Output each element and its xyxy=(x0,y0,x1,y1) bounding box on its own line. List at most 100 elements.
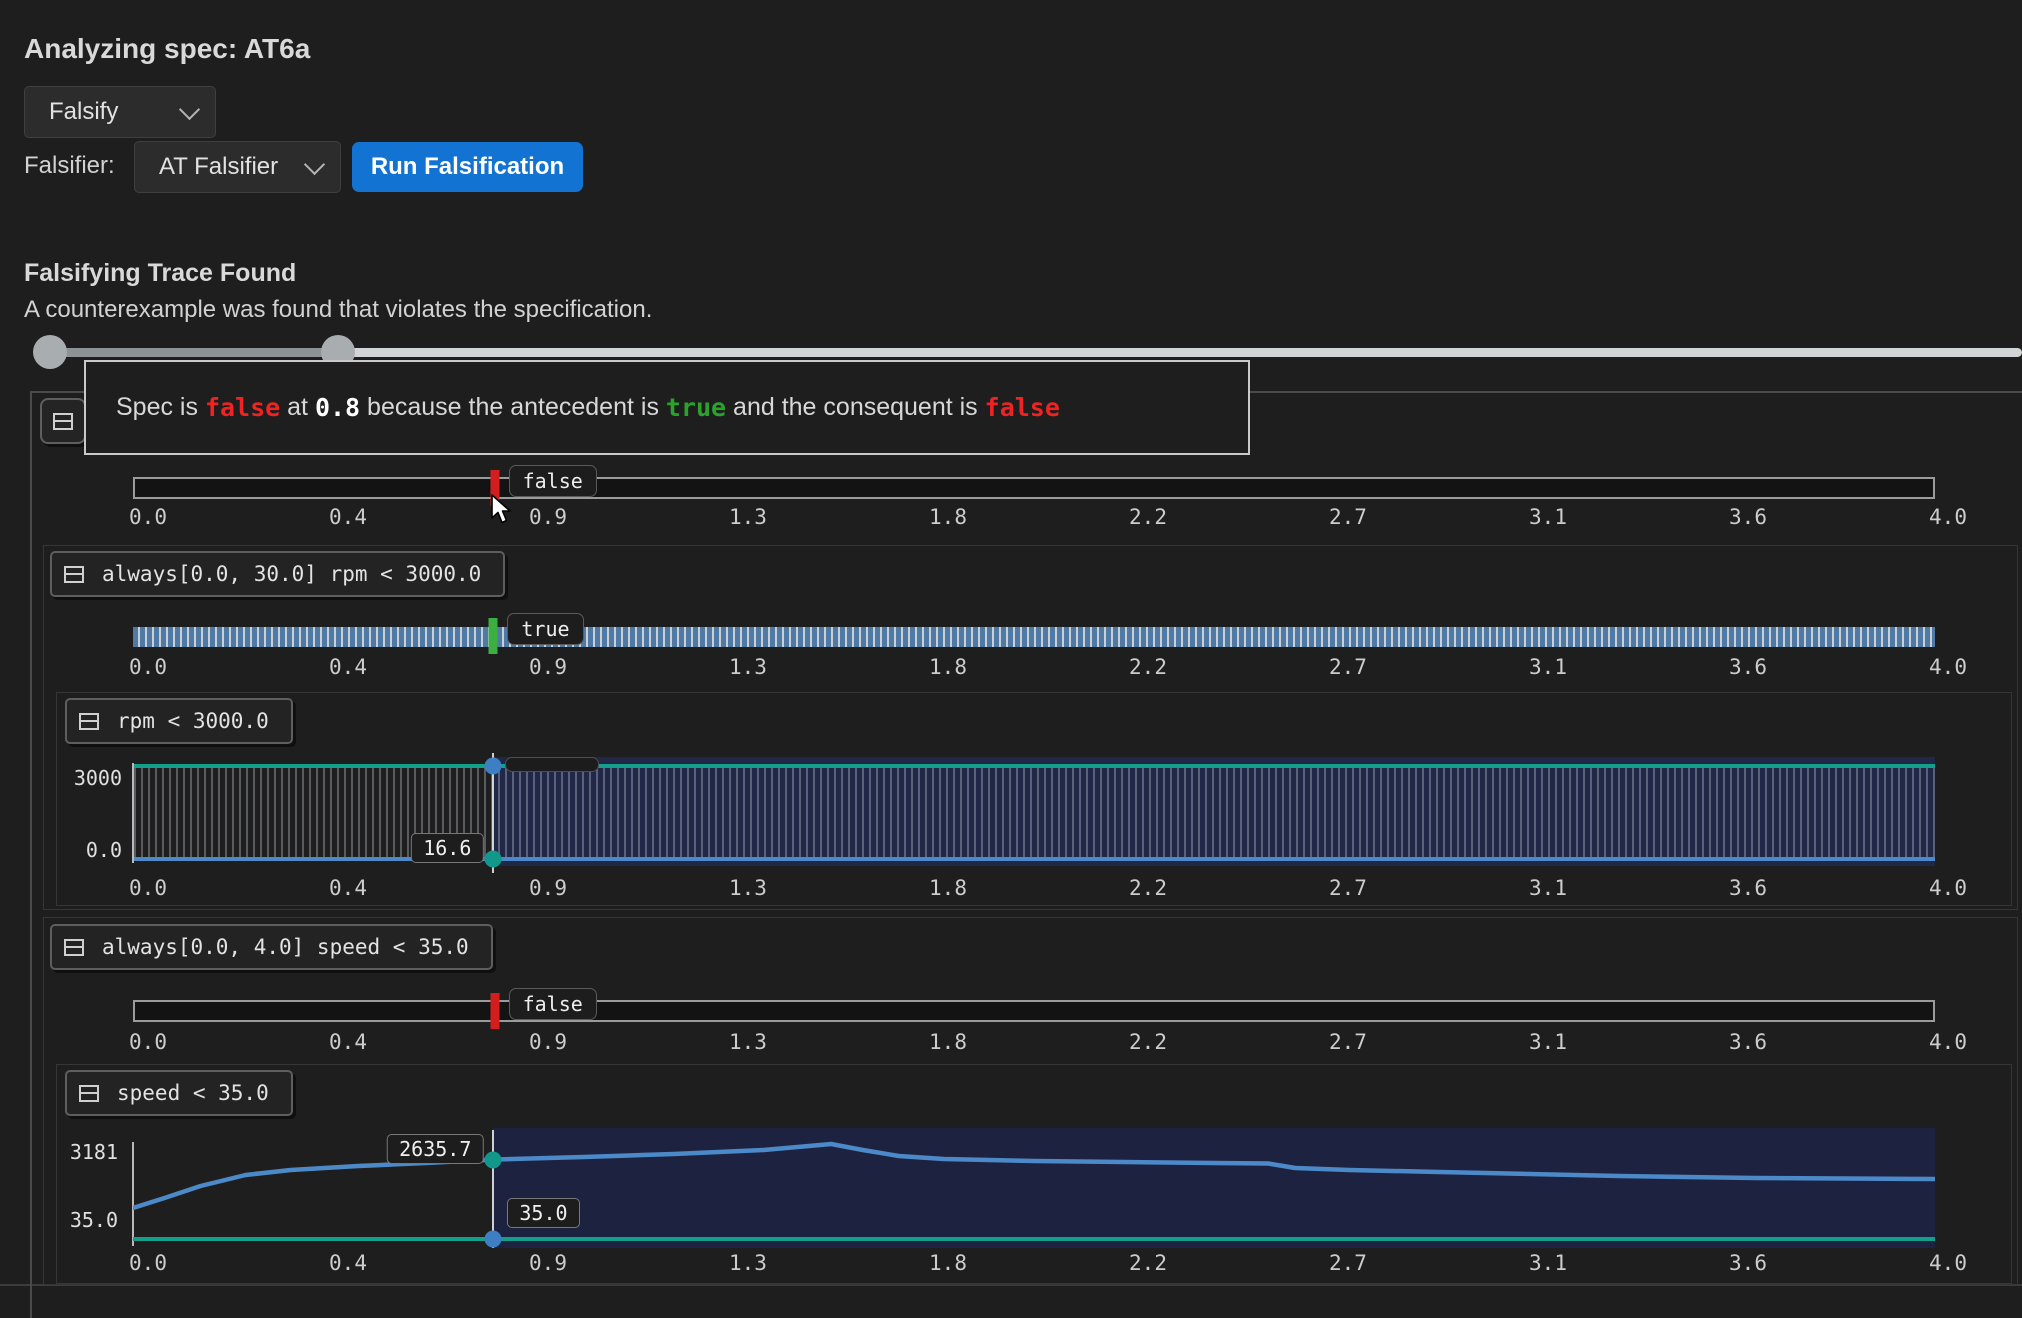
collapse-minus-icon xyxy=(64,938,84,956)
axis-tick-label: 3.6 xyxy=(1729,1030,1767,1054)
axis-tick-label: 3.6 xyxy=(1729,876,1767,900)
verdict-marker-label: false xyxy=(508,988,597,1020)
verdict-marker-false[interactable] xyxy=(490,470,500,506)
chevron-down-icon xyxy=(178,98,201,120)
falsifier-select-value: AT Falsifier xyxy=(159,153,279,180)
axis-tick-label: 1.3 xyxy=(729,505,767,529)
time-axis: 0.0 0.4 0.9 1.3 1.8 2.2 2.7 3.1 3.6 4.0 xyxy=(129,655,1967,681)
speed-y-axis xyxy=(132,1142,134,1246)
axis-tick-label: 0.4 xyxy=(329,505,367,529)
axis-tick-label: 0.9 xyxy=(529,1251,567,1275)
falsifier-select[interactable]: AT Falsifier xyxy=(134,141,341,193)
spec-verdict-timeline[interactable]: false xyxy=(133,465,1935,506)
always-speed-panel-header[interactable]: always[0.0, 4.0] speed < 35.0 xyxy=(50,924,493,970)
always-rpm-verdict-timeline[interactable]: true xyxy=(133,613,1935,654)
rpm-signal-line xyxy=(133,857,1935,861)
time-cursor-line[interactable] xyxy=(492,753,495,873)
axis-tick-label: 2.2 xyxy=(1129,1030,1167,1054)
rpm-y-axis-min-label: 0.0 xyxy=(85,838,122,862)
axis-tick-label: 0.9 xyxy=(529,876,567,900)
time-axis: 0.0 0.4 0.9 1.3 1.8 2.2 2.7 3.1 3.6 4.0 xyxy=(129,876,1967,902)
axis-tick-label: 0.9 xyxy=(529,655,567,679)
axis-tick-label: 0.9 xyxy=(529,1030,567,1054)
speed-panel-header[interactable]: speed < 35.0 xyxy=(65,1070,293,1116)
collapse-minus-icon xyxy=(79,712,99,730)
axis-tick-label: 1.8 xyxy=(929,1251,967,1275)
axis-tick-label: 0.0 xyxy=(129,1251,167,1275)
always-rpm-panel-header[interactable]: always[0.0, 30.0] rpm < 3000.0 xyxy=(50,551,506,597)
rpm-panel-header[interactable]: rpm < 3000.0 xyxy=(65,698,293,744)
axis-tick-label: 0.4 xyxy=(329,655,367,679)
selected-window-region xyxy=(493,757,1935,866)
axis-tick-label: 0.0 xyxy=(129,505,167,529)
rpm-signal-chart[interactable]: 16.6 xyxy=(132,753,1935,873)
speed-cursor-value: 2635.7 xyxy=(387,1134,484,1164)
clipped-value-tooltip xyxy=(505,757,600,772)
result-description: A counterexample was found that violates… xyxy=(24,296,653,323)
axis-tick-label: 2.7 xyxy=(1329,655,1367,679)
axis-tick-label: 4.0 xyxy=(1929,655,1967,679)
result-heading: Falsifying Trace Found xyxy=(24,258,297,287)
verdict-marker-true[interactable] xyxy=(488,618,498,654)
time-axis: 0.0 0.4 0.9 1.3 1.8 2.2 2.7 3.1 3.6 4.0 xyxy=(129,505,1967,531)
speed-y-axis-min-label: 35.0 xyxy=(69,1208,118,1232)
analysis-mode-value: Falsify xyxy=(49,98,119,125)
time-range-slider-track[interactable] xyxy=(40,348,2022,357)
collapse-minus-icon xyxy=(53,412,73,430)
explanation-text: Spec is xyxy=(116,393,205,421)
falsifier-label: Falsifier: xyxy=(24,152,115,179)
collapse-minus-icon xyxy=(79,1084,99,1102)
axis-tick-label: 4.0 xyxy=(1929,505,1967,529)
mouse-cursor-icon xyxy=(491,494,511,524)
axis-tick-label: 2.7 xyxy=(1329,1030,1367,1054)
always-speed-formula: always[0.0, 4.0] speed < 35.0 xyxy=(102,935,469,959)
time-cursor-line[interactable] xyxy=(492,1130,495,1248)
slider-handle-left[interactable] xyxy=(33,335,67,369)
explanation-true-keyword: true xyxy=(665,393,727,422)
satisfied-region-hatch xyxy=(134,766,1935,858)
axis-tick-label: 1.8 xyxy=(929,1030,967,1054)
rpm-cursor-value: 16.6 xyxy=(411,833,484,863)
axis-tick-label: 2.2 xyxy=(1129,876,1167,900)
axis-tick-label: 3.1 xyxy=(1529,655,1567,679)
axis-tick-label: 2.7 xyxy=(1329,505,1367,529)
explanation-false-keyword: false xyxy=(204,393,281,422)
axis-tick-label: 3.1 xyxy=(1529,876,1567,900)
axis-tick-label: 4.0 xyxy=(1929,1251,1967,1275)
rpm-y-axis xyxy=(132,763,134,863)
axis-tick-label: 0.0 xyxy=(129,655,167,679)
axis-tick-label: 2.7 xyxy=(1329,876,1367,900)
axis-tick-label: 1.3 xyxy=(729,1030,767,1054)
speed-threshold-value: 35.0 xyxy=(507,1198,580,1228)
speed-signal-chart[interactable]: 2635.7 35.0 xyxy=(132,1128,1935,1248)
axis-tick-label: 2.2 xyxy=(1129,505,1167,529)
axis-tick-label: 4.0 xyxy=(1929,1030,1967,1054)
axis-tick-label: 3.1 xyxy=(1529,1030,1567,1054)
spec-panel-collapse-button[interactable] xyxy=(40,398,86,444)
rpm-threshold-line xyxy=(133,764,1935,768)
rpm-y-axis-max-label: 3000 xyxy=(73,766,122,790)
time-axis: 0.0 0.4 0.9 1.3 1.8 2.2 2.7 3.1 3.6 4.0 xyxy=(129,1251,1967,1277)
analysis-mode-select[interactable]: Falsify xyxy=(24,86,216,138)
speed-y-axis-max-label: 3181 xyxy=(69,1140,118,1164)
run-falsification-button[interactable]: Run Falsification xyxy=(352,142,583,192)
page-title: Analyzing spec: AT6a xyxy=(24,32,311,64)
always-speed-verdict-timeline[interactable]: false xyxy=(133,988,1935,1029)
time-range-slider-selected-range xyxy=(50,348,340,357)
rpm-panel-border xyxy=(56,692,2012,906)
axis-tick-label: 0.9 xyxy=(529,505,567,529)
explanation-time-value: 0.8 xyxy=(314,393,361,422)
selected-window-region xyxy=(493,1128,1935,1248)
speed-signal-curve xyxy=(133,1141,1935,1211)
axis-tick-label: 1.8 xyxy=(929,876,967,900)
axis-tick-label: 1.3 xyxy=(729,876,767,900)
axis-tick-label: 0.0 xyxy=(129,876,167,900)
axis-tick-label: 0.4 xyxy=(329,1030,367,1054)
panel-divider xyxy=(0,1284,2022,1286)
speed-panel-border xyxy=(56,1064,2012,1284)
axis-tick-label: 1.3 xyxy=(729,655,767,679)
verdict-marker-label: false xyxy=(508,465,597,497)
axis-tick-label: 0.4 xyxy=(329,876,367,900)
explanation-false-keyword: false xyxy=(984,393,1060,422)
verdict-marker-false[interactable] xyxy=(490,993,500,1029)
